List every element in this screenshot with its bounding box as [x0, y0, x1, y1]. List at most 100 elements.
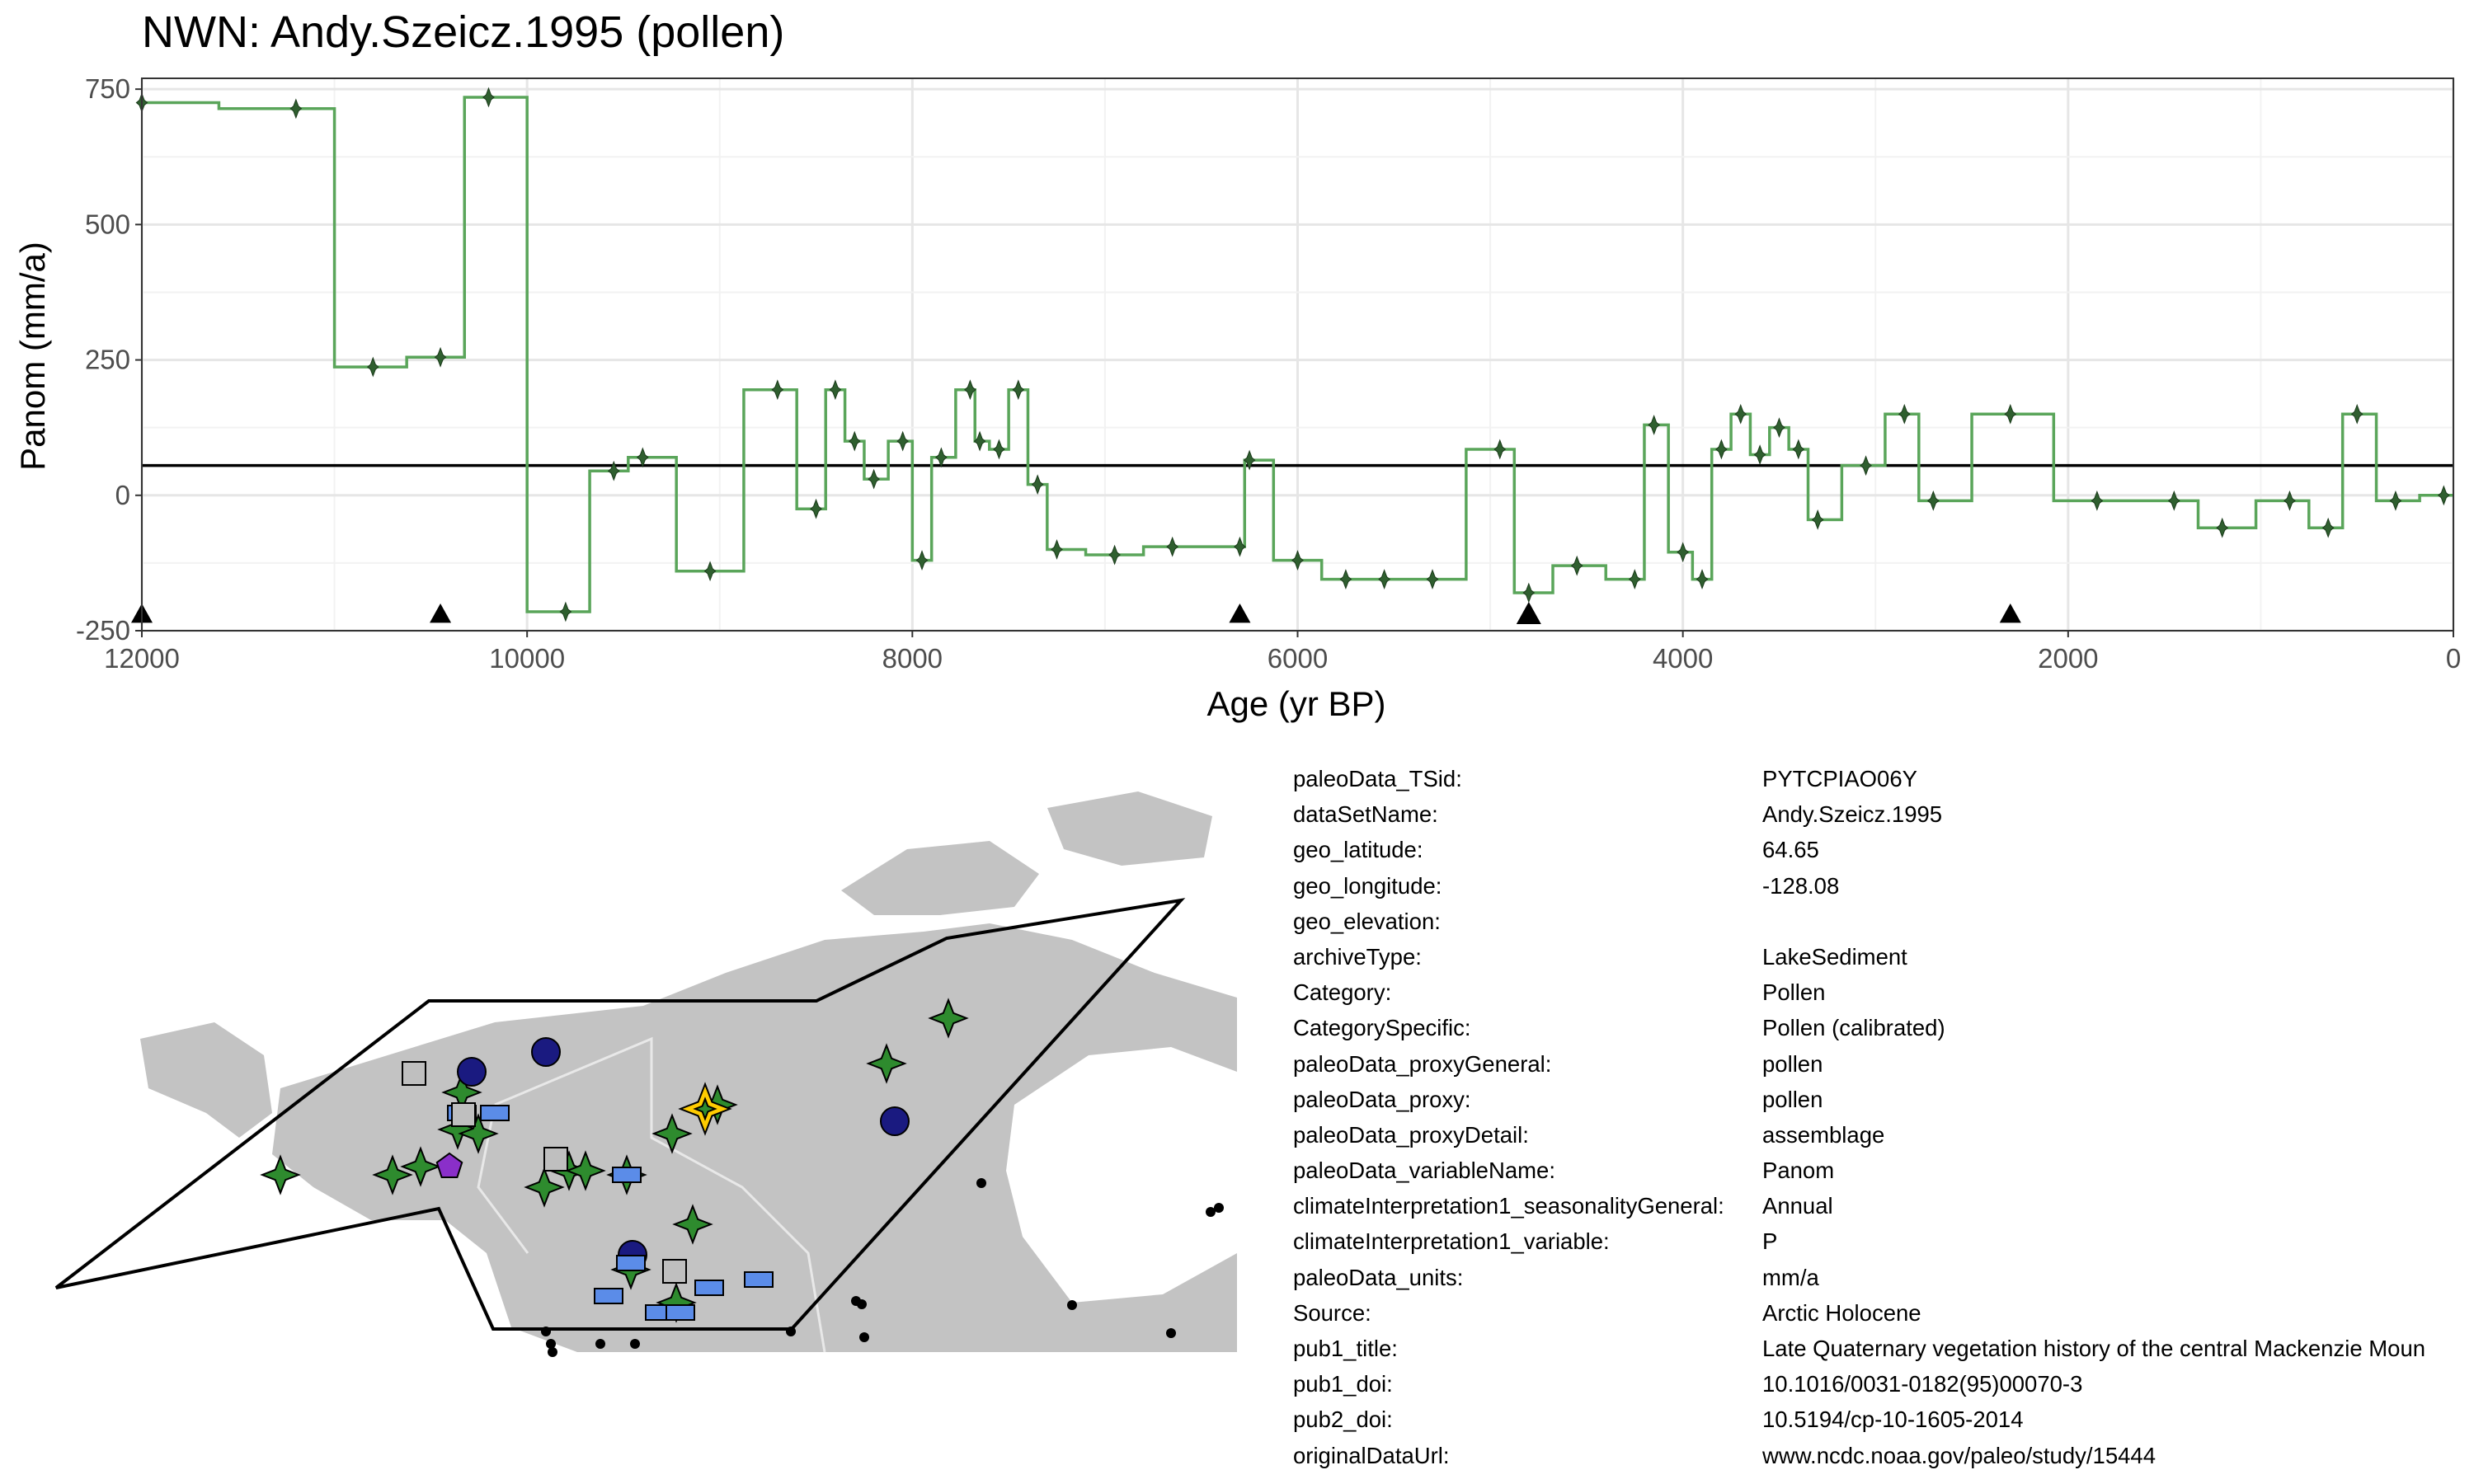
- x-tick-label: 8000: [882, 643, 943, 674]
- age-marker: [1229, 603, 1251, 623]
- metadata-value: pollen: [1762, 1086, 1823, 1112]
- metadata-key: originalDataUrl:: [1293, 1442, 1450, 1468]
- data-point: [1291, 550, 1304, 571]
- data-points: [135, 87, 2450, 622]
- land-main: [272, 923, 1237, 1352]
- data-point: [1012, 379, 1025, 401]
- data-point: [964, 379, 976, 401]
- data-point: [703, 561, 717, 582]
- age-marker: [1999, 603, 2021, 623]
- metadata-key: dataSetName:: [1293, 801, 1438, 828]
- data-point: [2167, 490, 2180, 511]
- data-point: [934, 447, 948, 468]
- square-site-marker: [402, 1061, 426, 1086]
- circle-site-marker: [880, 1106, 910, 1136]
- rect-site-marker: [612, 1167, 642, 1183]
- data-point: [434, 346, 447, 368]
- metadata-key: archiveType:: [1293, 943, 1422, 970]
- metadata-value: Arctic Holocene: [1762, 1299, 1921, 1326]
- circle-site-marker: [531, 1037, 561, 1067]
- metadata-value: Pollen: [1762, 979, 1826, 1006]
- x-axis: 12000 10000 8000 6000 4000 2000 0: [104, 631, 2461, 674]
- metadata-key: geo_elevation:: [1293, 908, 1441, 934]
- data-point: [1696, 569, 1709, 590]
- y-tick-label: 500: [85, 209, 130, 239]
- data-point: [915, 550, 929, 571]
- dot-site-marker: [976, 1178, 986, 1188]
- pollen-site-marker: [866, 1043, 907, 1084]
- data-point: [1677, 542, 1690, 563]
- metadata-value: -128.08: [1762, 872, 1840, 899]
- rect-site-marker: [594, 1288, 623, 1304]
- data-point: [810, 498, 822, 519]
- data-point: [559, 601, 572, 622]
- pollen-site-marker: [372, 1154, 413, 1195]
- metadata-value: Pollen (calibrated): [1762, 1015, 1945, 1041]
- metadata-key: CategorySpecific:: [1293, 1015, 1471, 1041]
- data-point: [2350, 403, 2363, 425]
- dot-site-marker: [595, 1339, 605, 1349]
- data-point: [1522, 582, 1536, 603]
- pollen-site-marker: [524, 1167, 565, 1208]
- data-point: [1570, 555, 1583, 576]
- pollen-site-marker: [928, 998, 969, 1039]
- square-site-marker: [543, 1147, 568, 1172]
- pollen-site-marker: [672, 1204, 713, 1245]
- data-point: [1108, 544, 1121, 566]
- data-point: [1714, 439, 1728, 460]
- metadata-key: pub2_doi:: [1293, 1407, 1393, 1433]
- data-point: [1898, 403, 1911, 425]
- metadata-value: Annual: [1762, 1193, 1833, 1219]
- data-point: [482, 87, 495, 108]
- x-axis-label: Age (yr BP): [1206, 684, 1385, 723]
- metadata-key: geo_latitude:: [1293, 837, 1423, 863]
- chart-title: NWN: Andy.Szeicz.1995 (pollen): [142, 7, 785, 57]
- map-region-outline: [54, 898, 1186, 1331]
- land-west: [140, 1022, 272, 1138]
- age-marker: [430, 603, 452, 623]
- data-point: [1031, 474, 1044, 495]
- data-point: [1166, 536, 1179, 557]
- pollen-site-marker: [400, 1146, 441, 1187]
- rect-site-marker: [616, 1255, 646, 1271]
- grid: [140, 78, 2455, 632]
- data-point: [771, 379, 784, 401]
- metadata-key: Category:: [1293, 979, 1392, 1006]
- data-point: [1792, 439, 1805, 460]
- y-tick-label: 250: [85, 345, 130, 375]
- metadata-key: Source:: [1293, 1299, 1371, 1326]
- metadata-key: pub1_title:: [1293, 1336, 1398, 1361]
- metadata-value: 10.1016/0031-0182(95)00070-3: [1762, 1371, 2083, 1397]
- site-map: [54, 791, 1237, 1357]
- landmass: [140, 791, 1237, 1352]
- rect-site-marker: [744, 1271, 774, 1288]
- dot-site-marker: [1214, 1203, 1224, 1213]
- metadata-value: Late Quaternary vegetation history of th…: [1762, 1336, 2426, 1361]
- data-point: [2321, 517, 2335, 538]
- selected-site-center-marker: [693, 1097, 717, 1121]
- metadata-value: Andy.Szeicz.1995: [1762, 801, 1943, 828]
- timeseries-chart: 12000 10000 8000 6000 4000 2000 0 750 500 250 0 -2…: [13, 73, 2461, 723]
- pollen-site-marker: [458, 1113, 499, 1154]
- data-point: [1234, 536, 1246, 557]
- data-point: [1648, 414, 1661, 435]
- metadata-value: PYTCPIAO06Y: [1762, 766, 1917, 791]
- data-point: [2216, 517, 2229, 538]
- data-point: [1339, 569, 1352, 590]
- x-tick-label: 10000: [489, 643, 565, 674]
- metadata-key: climateInterpretation1_variable:: [1293, 1228, 1610, 1255]
- data-point: [1378, 569, 1390, 590]
- y-tick-label: -250: [76, 615, 130, 646]
- data-point: [2091, 490, 2104, 511]
- metadata-value: 10.5194/cp-10-1605-2014: [1762, 1407, 2024, 1433]
- data-point: [2004, 403, 2017, 425]
- x-tick-label: 6000: [1268, 643, 1328, 674]
- x-tick-label: 2000: [2038, 643, 2098, 674]
- land-east: [1006, 1047, 1237, 1303]
- age-marker: [1516, 602, 1541, 624]
- metadata-key: paleoData_proxyDetail:: [1293, 1121, 1529, 1148]
- data-point: [1860, 455, 1872, 477]
- metadata-value: Panom: [1762, 1158, 1835, 1184]
- dot-site-marker: [630, 1339, 640, 1349]
- dot-site-marker: [546, 1339, 556, 1349]
